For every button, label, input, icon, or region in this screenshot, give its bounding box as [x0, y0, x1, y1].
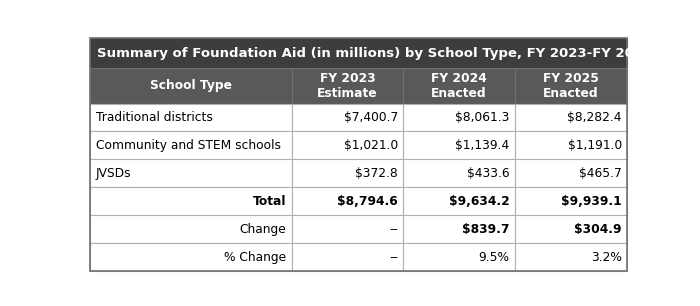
Text: Summary of Foundation Aid (in millions) by School Type, FY 2023-FY 2025: Summary of Foundation Aid (in millions) … — [97, 47, 652, 60]
Bar — [90, 159, 292, 187]
Bar — [403, 187, 515, 215]
Text: Community and STEM schools: Community and STEM schools — [96, 139, 281, 152]
Text: 9.5%: 9.5% — [479, 251, 510, 264]
Bar — [292, 243, 403, 271]
Bar — [292, 159, 403, 187]
Text: $9,939.1: $9,939.1 — [561, 195, 622, 208]
Bar — [515, 103, 627, 132]
Text: --: -- — [389, 251, 398, 264]
Text: $433.6: $433.6 — [467, 167, 510, 180]
Text: FY 2024
Enacted: FY 2024 Enacted — [431, 72, 487, 100]
Bar — [90, 103, 292, 132]
Text: Total: Total — [253, 195, 286, 208]
Text: $7,400.7: $7,400.7 — [344, 111, 398, 124]
Bar — [403, 215, 515, 243]
Text: 3.2%: 3.2% — [591, 251, 622, 264]
Bar — [515, 159, 627, 187]
Text: $839.7: $839.7 — [462, 223, 510, 236]
Bar — [403, 243, 515, 271]
Bar — [292, 103, 403, 132]
Bar — [90, 68, 292, 103]
Bar — [90, 187, 292, 215]
Text: $1,021.0: $1,021.0 — [344, 139, 398, 152]
Bar — [515, 187, 627, 215]
Bar — [90, 132, 292, 159]
Bar — [515, 243, 627, 271]
Text: $304.9: $304.9 — [575, 223, 622, 236]
Text: Traditional districts: Traditional districts — [96, 111, 213, 124]
Text: Change: Change — [239, 223, 286, 236]
Bar — [90, 243, 292, 271]
Bar — [292, 68, 403, 103]
Bar — [515, 132, 627, 159]
Text: --: -- — [389, 223, 398, 236]
Text: $1,139.4: $1,139.4 — [456, 139, 510, 152]
Bar — [292, 187, 403, 215]
Bar — [515, 68, 627, 103]
Text: $372.8: $372.8 — [355, 167, 398, 180]
Bar — [403, 159, 515, 187]
Text: FY 2025
Enacted: FY 2025 Enacted — [543, 72, 599, 100]
Text: $8,061.3: $8,061.3 — [455, 111, 510, 124]
Bar — [515, 215, 627, 243]
Text: School Type: School Type — [150, 79, 232, 92]
Bar — [90, 215, 292, 243]
Text: $8,794.6: $8,794.6 — [337, 195, 398, 208]
Text: FY 2023
Estimate: FY 2023 Estimate — [317, 72, 378, 100]
Bar — [403, 68, 515, 103]
Text: $8,282.4: $8,282.4 — [568, 111, 622, 124]
Bar — [90, 38, 627, 68]
Text: % Change: % Change — [224, 251, 286, 264]
Text: $9,634.2: $9,634.2 — [449, 195, 510, 208]
Bar — [403, 103, 515, 132]
Bar — [292, 132, 403, 159]
Text: $1,191.0: $1,191.0 — [568, 139, 622, 152]
Text: $465.7: $465.7 — [579, 167, 622, 180]
Text: JVSDs: JVSDs — [96, 167, 132, 180]
Bar — [403, 132, 515, 159]
Bar — [292, 215, 403, 243]
